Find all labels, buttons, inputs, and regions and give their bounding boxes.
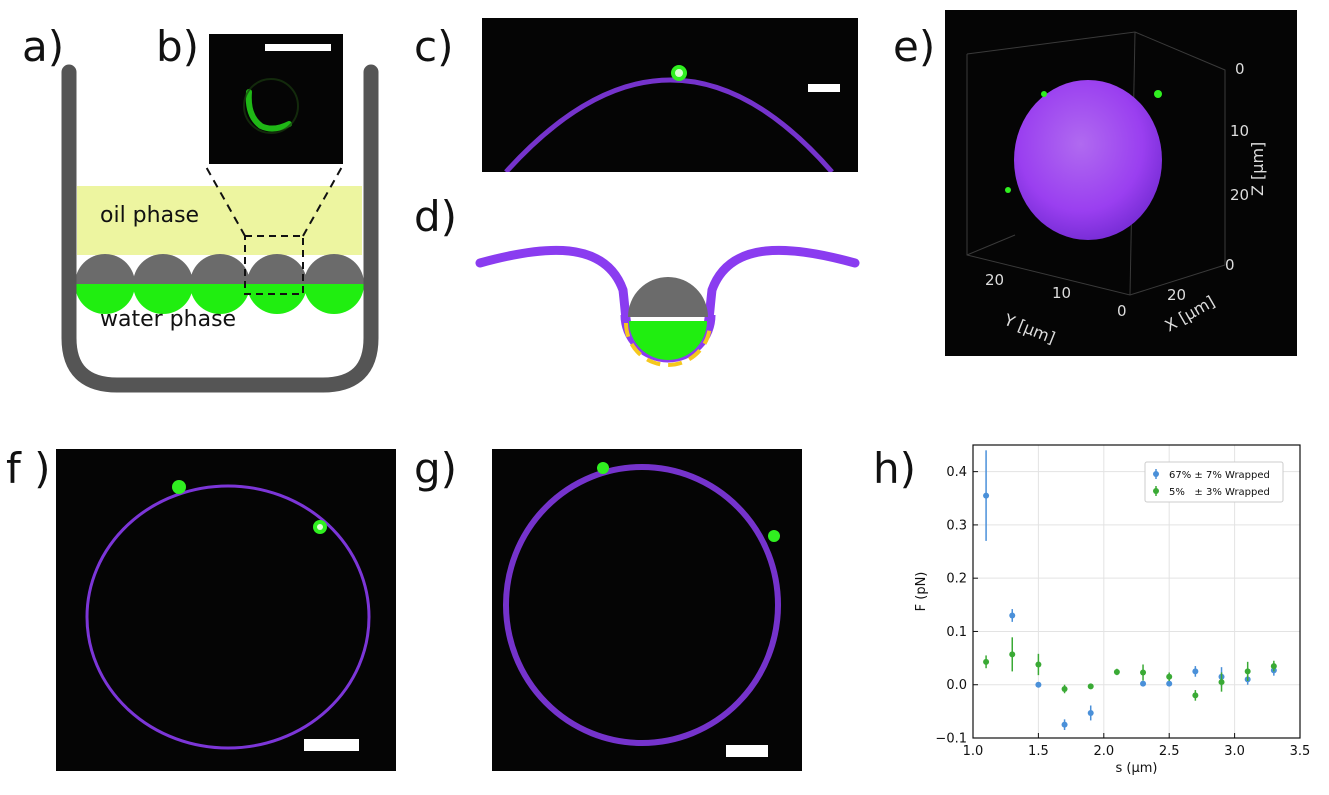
scale-bar: [304, 739, 359, 751]
particle-1: [172, 480, 186, 494]
particle-crescent: [245, 89, 292, 132]
data-point: [1140, 680, 1147, 687]
x-tick-0: 0: [1225, 256, 1235, 274]
data-point: [1087, 683, 1094, 690]
data-point: [1113, 668, 1120, 675]
data-point: [1009, 612, 1016, 619]
plot-frame: [972, 444, 1301, 739]
panel-label-h: h): [873, 444, 917, 493]
data-point: [1218, 679, 1225, 686]
data-point: [983, 492, 990, 499]
data-point: [1087, 709, 1094, 716]
y-tick-label: 0.0: [946, 678, 967, 693]
micrograph-b: [209, 34, 343, 164]
y-tick-2: 0: [1117, 302, 1127, 320]
panel-label-e: e): [893, 22, 936, 71]
schematic-a: oil phase water phase: [61, 64, 379, 393]
water-phase-label: water phase: [100, 307, 236, 332]
x-tick-label: 1.0: [963, 744, 984, 759]
legend-marker: [1153, 488, 1159, 494]
y-tick-label: 0.2: [946, 572, 967, 587]
data-point: [1192, 668, 1199, 675]
data-point: [983, 658, 990, 665]
y-tick-label: 0.3: [946, 518, 967, 533]
vesicle-sphere: [1014, 80, 1162, 240]
data-point: [1166, 673, 1173, 680]
y-tick-1: 10: [1052, 284, 1071, 302]
scale-bar: [726, 745, 768, 757]
data-point: [1140, 669, 1147, 676]
z-tick-0: 0: [1235, 60, 1245, 78]
y-axis-label: Y [μm]: [1001, 310, 1058, 348]
x-tick-label: 3.5: [1290, 744, 1311, 759]
data-point: [1244, 668, 1251, 675]
vesicle-membrane: [85, 484, 371, 750]
schematic-d: [475, 245, 860, 367]
x-tick-label: 2.0: [1093, 744, 1114, 759]
x-tick-label: 2.5: [1159, 744, 1180, 759]
particle-row: [75, 254, 364, 314]
z-tick-1: 10: [1230, 122, 1249, 140]
data-point: [1192, 692, 1199, 699]
particle-2: [768, 530, 780, 542]
data-point: [1035, 661, 1042, 668]
panel-label-g: g): [414, 444, 458, 493]
data-point: [1035, 681, 1042, 688]
vesicle-membrane: [503, 464, 781, 746]
micrograph-g: [492, 449, 802, 771]
force-chart: 1.0 1.5 2.0 2.5 3.0 3.5 −0.1 0.0 0.1 0.2 0.3 0.4 s …: [914, 444, 1311, 776]
panel-label-d: d): [414, 192, 458, 241]
legend-label: 5% ± 3% Wrapped: [1169, 487, 1270, 498]
data-point: [1061, 721, 1068, 728]
micrograph-f: [56, 449, 396, 771]
data-point: [1009, 651, 1016, 658]
legend-label: 67% ± 7% Wrapped: [1169, 470, 1270, 481]
x-tick-label: 1.5: [1028, 744, 1049, 759]
data-point: [1166, 680, 1173, 687]
z-axis-label: Z [μm]: [1248, 142, 1267, 196]
y-tick-label: 0.4: [946, 465, 967, 480]
y-axis-label: F (pN): [914, 572, 929, 612]
data-point: [1270, 663, 1277, 670]
y-tick-0: 20: [985, 271, 1004, 289]
panel-label-b: b): [156, 22, 200, 71]
volume-render-e: 0 10 20 Z [μm] 20 10 0 Y [μm] 0 20 X [μm…: [945, 10, 1297, 356]
y-tick-label: −0.1: [935, 732, 967, 747]
y-tick-label: 0.1: [946, 625, 967, 640]
x-axis-label: s (μm): [1116, 761, 1158, 776]
z-tick-2: 20: [1230, 186, 1249, 204]
x-tick-label: 3.0: [1224, 744, 1245, 759]
beaker-outline: [61, 64, 379, 393]
panel-label-a: a): [22, 22, 65, 71]
membrane-arc: [504, 77, 834, 172]
micrograph-c: [482, 18, 858, 172]
scale-bar: [265, 44, 331, 51]
scale-bar: [808, 84, 840, 92]
oil-layer: [77, 186, 362, 255]
legend-marker: [1153, 471, 1159, 477]
x-tick-1: 20: [1167, 286, 1186, 304]
panel-label-f: f ): [6, 444, 51, 493]
panel-label-c: c): [414, 22, 454, 71]
oil-phase-label: oil phase: [100, 203, 199, 228]
zoom-box: [244, 235, 304, 295]
particle-1: [597, 462, 609, 474]
chart-legend: 67% ± 7% Wrapped 5% ± 3% Wrapped: [1144, 461, 1284, 503]
data-point: [1061, 685, 1068, 692]
